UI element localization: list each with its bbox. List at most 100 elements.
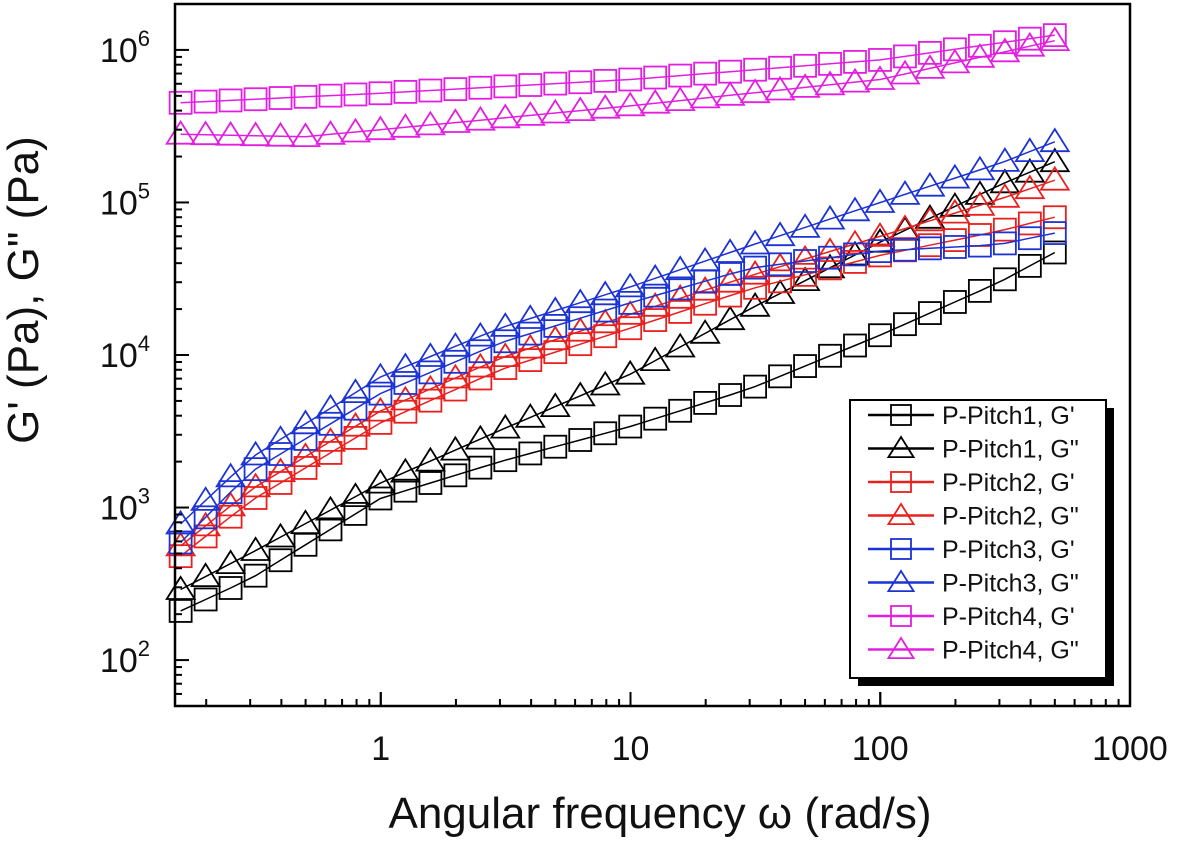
data-point [718, 383, 743, 407]
data-point [439, 363, 471, 389]
legend-item: P-Pitch1, G' [868, 402, 1075, 430]
data-point [943, 37, 967, 62]
data-point [918, 40, 942, 65]
data-point [414, 110, 446, 136]
legend-label: P-Pitch3, G" [942, 570, 1079, 598]
data-point [289, 122, 322, 148]
data-point [1017, 226, 1042, 251]
data-point [243, 457, 268, 482]
data-point [764, 75, 796, 101]
data-point [264, 457, 297, 483]
legend-item: P-Pitch4, G' [868, 603, 1075, 631]
data-point [593, 68, 618, 93]
data-point [468, 455, 493, 480]
data-point [339, 117, 372, 143]
data-point [368, 486, 393, 511]
data-point [789, 244, 821, 270]
data-point [489, 312, 521, 337]
series-5 [168, 221, 1067, 555]
data-point [868, 48, 892, 72]
data-point [190, 562, 222, 587]
data-point [364, 362, 397, 388]
data-point [789, 213, 821, 238]
data-point [814, 70, 846, 96]
data-point [864, 222, 896, 247]
data-point [643, 308, 668, 332]
data-point [964, 180, 996, 205]
data-point [992, 231, 1017, 256]
data-point [893, 44, 917, 69]
x-tick-label: 100 [852, 730, 909, 768]
data-point [768, 364, 792, 389]
data-point [639, 263, 671, 289]
data-point [714, 267, 746, 293]
data-point [714, 81, 746, 106]
data-point [593, 324, 618, 349]
data-point [514, 403, 546, 428]
data-point [593, 421, 618, 446]
data-point [439, 435, 471, 461]
data-point [1042, 205, 1067, 230]
legend-marker [890, 404, 912, 426]
data-point [339, 482, 372, 508]
data-point [393, 79, 418, 104]
data-point [739, 291, 771, 317]
data-point [493, 448, 518, 473]
data-point [618, 67, 643, 92]
data-point [539, 392, 571, 418]
data-point [989, 37, 1021, 63]
data-point [339, 378, 372, 404]
series-line [180, 179, 1056, 547]
y-axis-title: G' (Pa), G" (Pa) [0, 136, 48, 444]
data-point [939, 192, 971, 217]
data-point [264, 425, 297, 450]
data-point [768, 252, 792, 277]
data-point [190, 486, 222, 511]
data-point [793, 354, 817, 378]
y-tick-label: 106 [100, 26, 150, 70]
data-point [843, 49, 867, 74]
y-tick-label: 105 [100, 178, 150, 222]
data-point [889, 180, 921, 205]
legend-label: P-Pitch2, G' [942, 469, 1075, 497]
data-point [264, 522, 297, 548]
data-point [1039, 165, 1071, 191]
data-point [639, 346, 671, 372]
data-point [218, 480, 243, 505]
data-point [789, 266, 821, 292]
data-point [793, 53, 817, 78]
legend-item: P-Pitch3, G' [868, 536, 1075, 564]
data-point [989, 168, 1021, 194]
data-point [389, 457, 421, 483]
data-point [967, 278, 992, 303]
data-point [839, 229, 871, 255]
data-point [190, 120, 222, 146]
data-point [393, 478, 418, 503]
legend-item: P-Pitch2, G" [868, 502, 1079, 531]
data-point [318, 517, 343, 542]
x-tick-label: 1000 [1092, 730, 1168, 768]
data-point [768, 269, 792, 294]
data-point [464, 352, 496, 378]
data-point [293, 84, 318, 109]
data-point [439, 108, 471, 133]
series-line [180, 251, 1056, 612]
data-point [543, 71, 568, 96]
data-point [364, 115, 397, 141]
data-point [314, 495, 347, 521]
legend-label: P-Pitch4, G' [942, 603, 1075, 631]
x-tick-label: 10 [612, 730, 650, 768]
data-point [339, 411, 372, 437]
data-point [539, 296, 571, 322]
data-point [818, 343, 842, 368]
data-point [814, 204, 846, 230]
data-point [643, 65, 668, 90]
data-point [864, 188, 896, 213]
data-point [240, 472, 272, 498]
data-point [439, 332, 471, 357]
data-point [568, 306, 593, 331]
data-point [1017, 211, 1042, 236]
data-point [414, 374, 446, 400]
data-point [243, 563, 268, 588]
